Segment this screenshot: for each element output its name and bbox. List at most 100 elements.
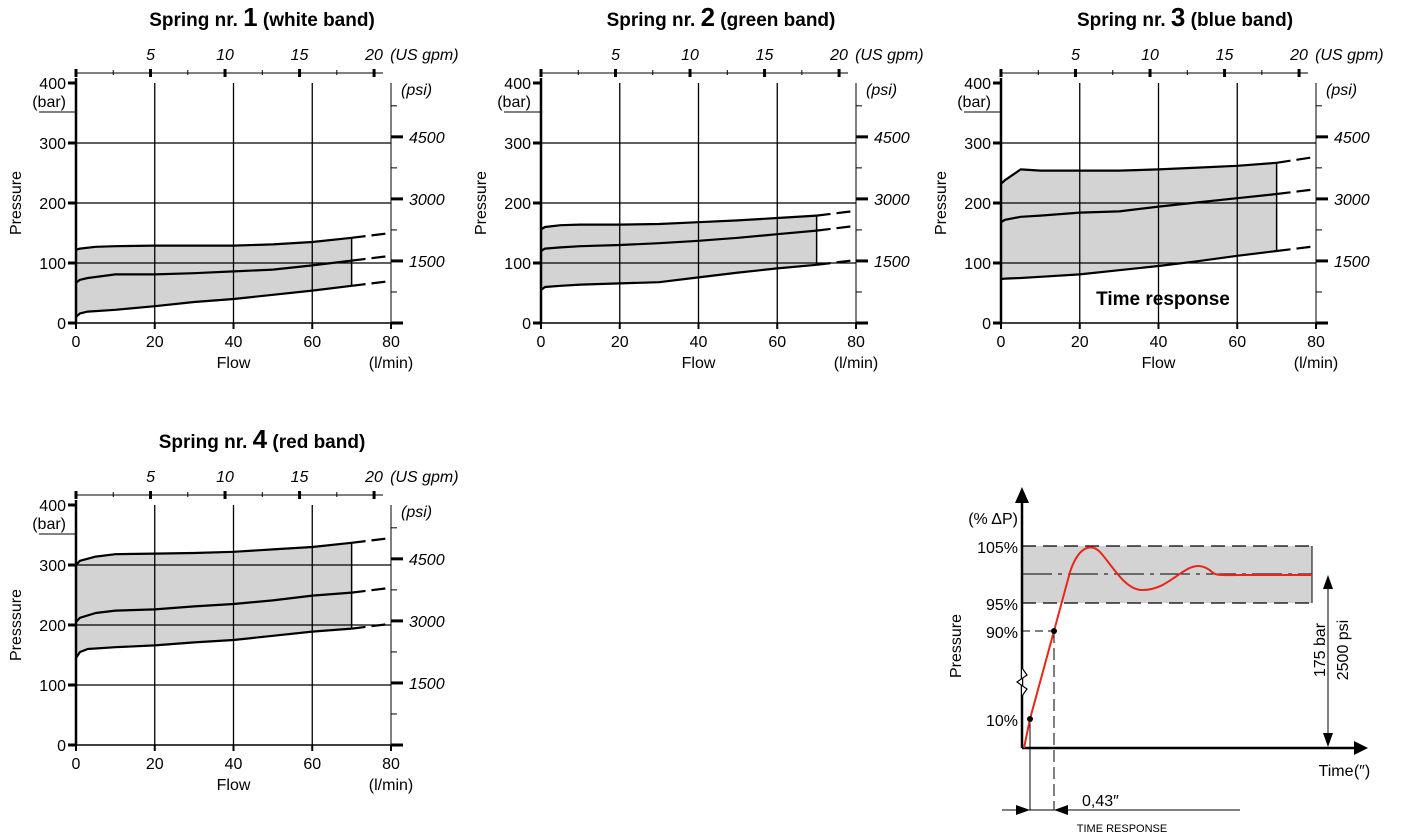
series-line-3 bbox=[1000, 249, 1277, 281]
chart-title: Spring nr. 3 (blue band) bbox=[1077, 2, 1293, 32]
x-unit: (l/min) bbox=[834, 355, 878, 372]
right-axis-unit: (psi) bbox=[401, 82, 432, 99]
magnitude-arrow-up bbox=[1323, 575, 1333, 589]
x-tick-label: 60 bbox=[1228, 334, 1246, 351]
top-tick-label: 10 bbox=[216, 469, 234, 486]
series-extension-2 bbox=[351, 254, 392, 262]
title-prefix: Spring nr. bbox=[1077, 10, 1171, 31]
time-response-chart: Time response (% ΔP) 105% 95% 90% 10% Pressure… bbox=[948, 289, 1370, 835]
top-tick-label: 20 bbox=[364, 469, 383, 486]
series-extension-1 bbox=[351, 231, 392, 239]
top-tick-label: 20 bbox=[364, 47, 383, 64]
x-tick-label: 20 bbox=[1071, 334, 1089, 351]
x-tick-label: 40 bbox=[225, 334, 243, 351]
x-axis-arrow bbox=[1354, 741, 1368, 755]
y-unit: (bar) bbox=[957, 94, 991, 111]
y-axis-label: Pressure bbox=[948, 614, 965, 678]
top-tick-label: 15 bbox=[291, 47, 309, 64]
time-value: 0,43″ bbox=[1082, 793, 1119, 810]
time-caption: TIME RESPONSE bbox=[1077, 823, 1167, 835]
right-axis-unit: (psi) bbox=[1326, 82, 1357, 99]
series-extension-1 bbox=[1276, 155, 1317, 164]
x-unit: (l/min) bbox=[369, 355, 413, 372]
series-extension-2 bbox=[1276, 188, 1317, 196]
chart-title: Spring nr. 1 (white band) bbox=[149, 2, 375, 32]
y-tick-label: 200 bbox=[964, 196, 991, 213]
series-extension-2 bbox=[351, 586, 392, 594]
top-axis-unit: (US gpm) bbox=[390, 469, 458, 486]
series-line-3 bbox=[75, 284, 352, 318]
top-tick-label: 10 bbox=[1141, 47, 1159, 64]
series-line-3 bbox=[75, 627, 352, 659]
title-suffix: (white band) bbox=[258, 10, 375, 31]
top-tick-label: 15 bbox=[756, 47, 774, 64]
axis-break bbox=[1015, 667, 1028, 697]
y-tick-label: 100 bbox=[964, 256, 991, 273]
y-axis-label: Pressure bbox=[473, 171, 490, 235]
operating-band bbox=[76, 237, 352, 317]
dimension-arrow-right bbox=[1054, 805, 1068, 815]
series-line-2 bbox=[1000, 192, 1277, 224]
right-tick-label: 4500 bbox=[1334, 130, 1370, 147]
chart-title: Spring nr. 2 (green band) bbox=[607, 2, 836, 32]
y-tick-label: 0 bbox=[57, 316, 66, 333]
right-tick-label: 4500 bbox=[874, 130, 910, 147]
y-level-label: 10% bbox=[986, 713, 1018, 730]
y-unit: (% ΔP) bbox=[968, 511, 1018, 528]
dimension-arrow-left bbox=[1016, 805, 1030, 815]
series-line-1 bbox=[75, 236, 352, 251]
series-line-1 bbox=[540, 214, 817, 231]
right-tick-label: 3000 bbox=[1334, 192, 1370, 209]
magnitude-arrow-down bbox=[1323, 733, 1333, 747]
right-tick-label: 1500 bbox=[409, 676, 445, 693]
title-prefix: Spring nr. bbox=[149, 10, 243, 31]
operating-band bbox=[1001, 162, 1277, 280]
x-tick-label: 80 bbox=[382, 756, 400, 773]
y-tick-label: 400 bbox=[39, 76, 66, 93]
y-axis-arrow bbox=[1015, 487, 1029, 503]
y-tick-label: 0 bbox=[522, 316, 531, 333]
x-axis-label: Flow bbox=[217, 777, 251, 794]
x-unit: (″) bbox=[1354, 763, 1370, 780]
x-tick-label: 40 bbox=[690, 334, 708, 351]
right-axis-unit: (psi) bbox=[401, 504, 432, 521]
title-number: 2 bbox=[701, 2, 715, 32]
response-curve bbox=[1023, 546, 1312, 749]
series-extension-3 bbox=[351, 279, 392, 287]
y-tick-label: 300 bbox=[39, 136, 66, 153]
y-unit: (bar) bbox=[32, 94, 66, 111]
chart-title: Spring nr. 4 (red band) bbox=[159, 424, 366, 454]
point-90 bbox=[1051, 628, 1057, 634]
x-tick-label: 80 bbox=[1307, 334, 1325, 351]
y-axis-label: Presssure bbox=[8, 589, 25, 661]
operating-band bbox=[76, 542, 352, 658]
y-axis-label: Pressure bbox=[933, 171, 950, 235]
x-tick-label: 80 bbox=[847, 334, 865, 351]
y-level-label: 105% bbox=[977, 540, 1018, 557]
y-tick-label: 0 bbox=[57, 738, 66, 755]
series-line-1 bbox=[75, 541, 352, 566]
spring-chart-1: Spring nr. 1 (white band)0100200300400(b… bbox=[8, 2, 459, 372]
magnitude-label-bar: 175 bar bbox=[1312, 622, 1329, 677]
y-tick-label: 200 bbox=[39, 618, 66, 635]
series-line-2 bbox=[75, 259, 352, 284]
x-unit: (l/min) bbox=[1294, 355, 1338, 372]
title-number: 1 bbox=[243, 2, 257, 32]
title-prefix: Spring nr. bbox=[607, 10, 701, 31]
right-tick-label: 1500 bbox=[409, 254, 445, 271]
series-line-2 bbox=[75, 591, 352, 623]
x-axis-label: Time bbox=[1319, 763, 1354, 780]
right-tick-label: 1500 bbox=[874, 254, 910, 271]
series-extension-3 bbox=[816, 258, 857, 266]
y-tick-label: 300 bbox=[504, 136, 531, 153]
x-tick-label: 40 bbox=[225, 756, 243, 773]
title-suffix: (red band) bbox=[267, 432, 365, 453]
series-line-3 bbox=[540, 263, 817, 291]
x-tick-label: 0 bbox=[72, 334, 81, 351]
time-response-title: Time response bbox=[1096, 289, 1230, 310]
right-tick-label: 4500 bbox=[409, 552, 445, 569]
y-tick-label: 400 bbox=[964, 76, 991, 93]
x-axis-label: Flow bbox=[682, 355, 716, 372]
y-tick-label: 300 bbox=[39, 558, 66, 575]
